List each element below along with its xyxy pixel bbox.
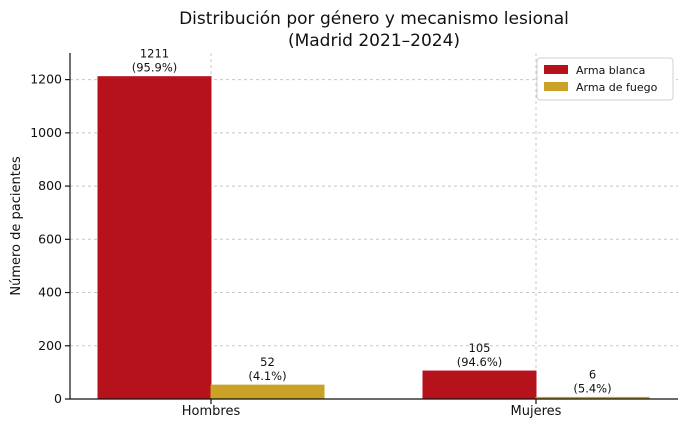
data-label-value: 52 (260, 355, 275, 369)
data-label-percent: (4.1%) (248, 369, 286, 383)
y-tick-label: 0 (54, 391, 62, 406)
chart-title-line-2: (Madrid 2021–2024) (288, 31, 460, 51)
chart-title: Distribución por género y mecanismo lesi… (179, 9, 569, 51)
data-label-value: 105 (469, 341, 491, 355)
y-axis-label: Número de pacientes (9, 156, 24, 295)
y-tick-label: 800 (38, 178, 62, 193)
axes: 0 200 400 600 800 1000 1200 Hombres Mujeres (30, 53, 678, 419)
y-tick-label: 1200 (30, 72, 62, 87)
y-tick-label: 1000 (30, 125, 62, 140)
data-label-percent: (94.6%) (457, 355, 503, 369)
y-tick-label: 600 (38, 231, 62, 246)
data-label-value: 1211 (140, 47, 169, 61)
legend-swatch (544, 82, 568, 91)
y-tick-label: 400 (38, 285, 62, 300)
y-tick-label: 200 (38, 338, 62, 353)
legend-swatch (544, 65, 568, 74)
bar-arma-de-fuego-hombres (210, 384, 325, 400)
data-label-percent: (5.4%) (573, 381, 611, 395)
legend-label: Arma blanca (576, 64, 645, 77)
legend-label: Arma de fuego (576, 81, 658, 94)
x-tick-label: Hombres (182, 404, 241, 419)
data-label-percent: (95.9%) (132, 61, 178, 75)
legend-box (536, 57, 674, 101)
chart-title-line-1: Distribución por género y mecanismo lesi… (179, 9, 569, 29)
legend: Arma blanca Arma de fuego (536, 57, 674, 101)
data-labels: 1211(95.9%) 105(94.6%) 52(4.1%) 6(5.4%) (132, 47, 612, 396)
bar-arma-blanca-mujeres (422, 370, 537, 400)
bars (97, 76, 650, 400)
x-tick-label: Mujeres (511, 404, 562, 419)
data-label-value: 6 (589, 367, 596, 381)
bar-arma-blanca-hombres (97, 76, 212, 400)
